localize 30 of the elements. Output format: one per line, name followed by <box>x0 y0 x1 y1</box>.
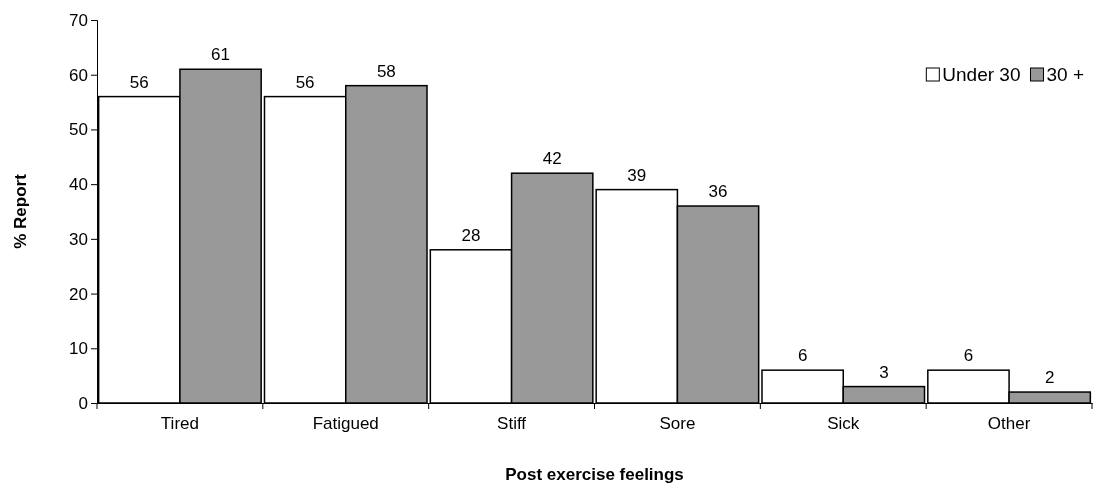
x-tick-label: Stiff <box>497 414 527 434</box>
x-tick-label: Tired <box>160 414 199 434</box>
data-label: 3 <box>879 362 889 382</box>
data-label: 28 <box>461 225 481 245</box>
data-label: 61 <box>211 45 231 65</box>
x-tick-label: Sick <box>827 414 860 434</box>
x-tick-label: Other <box>987 414 1031 434</box>
data-label: 56 <box>295 72 315 92</box>
data-label: 6 <box>963 346 974 366</box>
x-axis-title: Post exercise feelings <box>505 465 684 484</box>
data-label: 56 <box>129 72 149 92</box>
legend-label: 30 + <box>1046 64 1084 85</box>
y-tick-label: 30 <box>69 229 88 249</box>
data-label: 6 <box>797 346 808 366</box>
legend-label: Under 30 <box>942 64 1021 85</box>
x-tick-label: Sore <box>659 414 696 434</box>
x-tick-label: Fatigued <box>312 414 379 434</box>
data-label: 42 <box>542 149 562 169</box>
data-label: 2 <box>1044 368 1055 388</box>
y-tick-label: 60 <box>69 65 88 85</box>
y-tick-label: 0 <box>78 393 88 413</box>
data-label: 36 <box>708 182 728 202</box>
y-tick-label: 20 <box>69 284 88 304</box>
y-tick-label: 10 <box>69 339 88 359</box>
y-axis-title: % Report <box>11 173 30 249</box>
y-tick-label: 50 <box>69 120 88 140</box>
y-tick-label: 70 <box>69 10 88 30</box>
data-label: 58 <box>376 61 396 81</box>
data-label: 39 <box>627 165 647 185</box>
y-tick-label: 40 <box>69 175 88 195</box>
